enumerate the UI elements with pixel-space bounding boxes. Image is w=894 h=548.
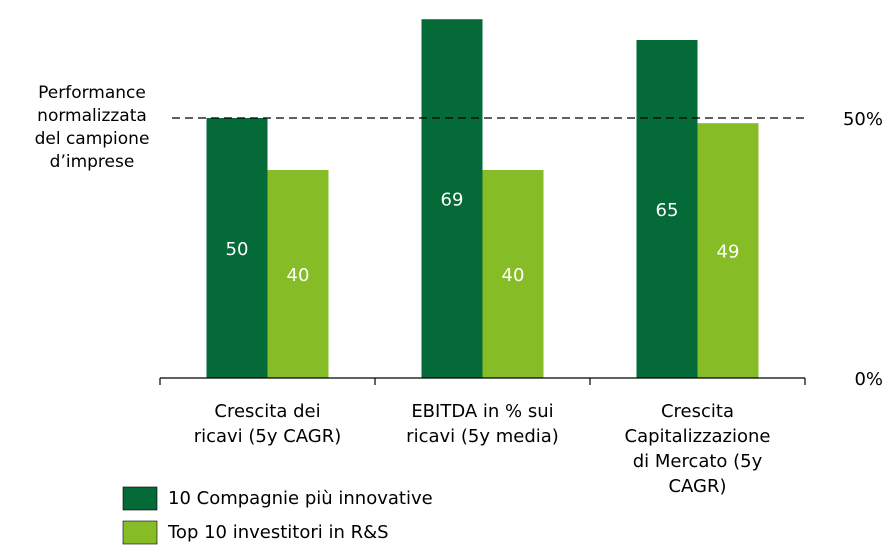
data-label: 40 (502, 265, 525, 286)
reference-label: d’imprese (50, 152, 135, 172)
x-tick-label: CAGR) (668, 476, 726, 497)
bar (206, 118, 268, 378)
reference-label: Performance (38, 83, 146, 103)
data-label: 49 (717, 242, 740, 263)
y-tick-label: 0% (854, 369, 883, 390)
legend-label: 10 Compagnie più innovative (168, 488, 433, 509)
bar (697, 123, 759, 378)
x-tick-label: di Mercato (5y (633, 451, 763, 472)
reference-label: normalizzata (37, 106, 147, 126)
bar (482, 170, 544, 378)
data-label: 65 (656, 200, 679, 221)
x-tick-label: ricavi (5y media) (406, 426, 559, 447)
legend-label: Top 10 investitori in R&S (167, 522, 389, 543)
legend-swatch (122, 520, 158, 545)
legend-swatch (122, 486, 158, 511)
x-tick-label: Crescita (661, 401, 734, 422)
x-tick-label: Crescita dei (214, 401, 320, 422)
data-label: 50 (226, 239, 249, 260)
x-tick-label: EBITDA in % sui (411, 401, 553, 422)
bar (636, 40, 698, 378)
x-tick-label: ricavi (5y CAGR) (194, 426, 342, 447)
x-tick-label: Capitalizzazione (625, 426, 771, 447)
data-label: 69 (441, 190, 464, 211)
bar (267, 170, 329, 378)
bar (421, 19, 483, 378)
y-tick-label: 50% (843, 109, 883, 130)
reference-label: del campione (35, 129, 150, 149)
data-label: 40 (287, 265, 310, 286)
